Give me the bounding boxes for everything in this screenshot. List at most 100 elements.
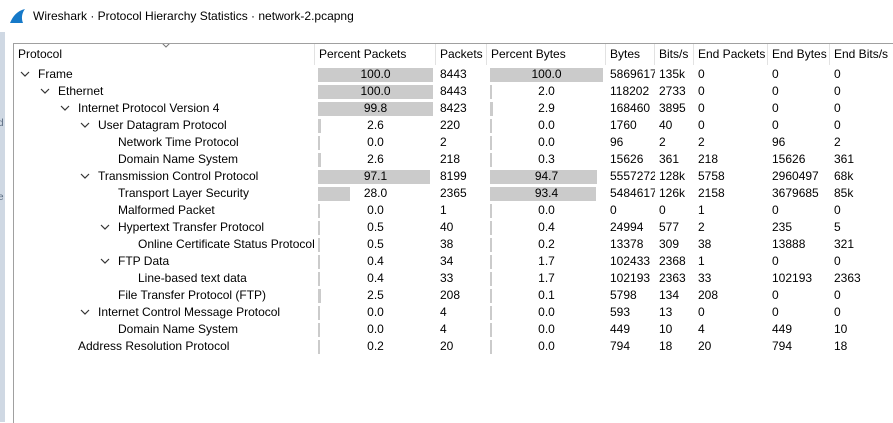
percent-value: 0.0 [538, 305, 555, 319]
chevron-down-icon[interactable] [80, 171, 90, 181]
chevron-down-icon[interactable] [100, 256, 110, 266]
percent-value: 0.5 [367, 220, 384, 234]
cell-protocol: Network Time Protocol [14, 134, 315, 151]
chevron-down-icon[interactable] [20, 69, 30, 79]
cell-bits-s: 135k [659, 67, 686, 81]
title-bar: Wireshark · Protocol Hierarchy Statistic… [0, 0, 893, 32]
percent-packets-bar [318, 255, 320, 269]
table-row[interactable]: File Transfer Protocol (FTP) 2.5 0.1 208 579… [14, 287, 893, 304]
cell-bytes: 5869617 [610, 67, 655, 81]
cell-protocol: Internet Protocol Version 4 [14, 100, 315, 117]
header-col-end-packets[interactable]: End Packets [694, 44, 768, 65]
cell-protocol: Domain Name System [14, 151, 315, 168]
protocol-name: File Transfer Protocol (FTP) [118, 288, 267, 302]
cell-end-bytes: 0 [772, 288, 779, 302]
cell-end-bytes: 0 [772, 101, 779, 115]
cell-packets: 4 [440, 305, 447, 319]
table-row[interactable]: Frame 100.0 100.0 8443 5869617 135k 0 0 0 [14, 66, 893, 83]
wireshark-fin-icon [10, 9, 25, 23]
chevron-down-icon[interactable] [80, 120, 90, 130]
cell-bytes: 24994 [610, 220, 644, 234]
percent-bytes-bar [490, 170, 597, 184]
cell-protocol: Address Resolution Protocol [14, 338, 315, 355]
cell-end-bits-s: 0 [834, 118, 841, 132]
table-row[interactable]: FTP Data 0.4 1.7 34 102433 2368 1 0 0 [14, 253, 893, 270]
protocol-name: Network Time Protocol [118, 135, 239, 149]
cell-percent-bytes: 0.3 [487, 151, 606, 168]
cell-bits-s: 577 [659, 220, 680, 234]
cell-protocol: Transmission Control Protocol [14, 168, 315, 185]
percent-packets-bar [318, 204, 320, 218]
header-col-percent-bytes[interactable]: Percent Bytes [487, 44, 606, 65]
percent-value: 2.6 [367, 152, 384, 166]
table-row[interactable]: Line-based text data 0.4 1.7 33 102193 2363 33… [14, 270, 893, 287]
cell-packets: 8199 [440, 169, 467, 183]
percent-bytes-bar [490, 340, 492, 354]
cell-percent-bytes: 0.0 [487, 338, 606, 355]
window-title: Wireshark · Protocol Hierarchy Statistic… [33, 9, 354, 23]
cell-end-bytes: 3679685 [772, 186, 819, 200]
percent-value: 100.0 [531, 67, 562, 81]
table-row[interactable]: Online Certificate Status Protocol 0.5 0.2… [14, 236, 893, 253]
percent-packets-bar [318, 136, 320, 150]
percent-bytes-bar [490, 204, 492, 218]
cell-percent-bytes: 1.7 [487, 270, 606, 287]
table-row[interactable]: Transmission Control Protocol 97.1 94.7 819… [14, 168, 893, 185]
cell-end-bytes: 0 [772, 254, 779, 268]
cell-end-bits-s: 5 [834, 220, 841, 234]
protocol-name: Internet Protocol Version 4 [78, 101, 220, 115]
header-col-bytes[interactable]: Bytes [606, 44, 655, 65]
table-row[interactable]: Hypertext Transfer Protocol 0.5 0.4 40 24994… [14, 219, 893, 236]
header-col-packets[interactable]: Packets [436, 44, 487, 65]
percent-bytes-bar [490, 68, 603, 82]
cell-end-packets: 2 [698, 220, 705, 234]
header-col-protocol[interactable]: Protocol [14, 44, 315, 65]
chevron-down-icon[interactable] [60, 103, 70, 113]
cell-bytes: 96 [610, 135, 624, 149]
table-row[interactable]: Transport Layer Security 28.0 93.4 2365 5484… [14, 185, 893, 202]
cell-end-bytes: 794 [772, 339, 793, 353]
table-row[interactable]: Domain Name System 2.6 0.3 218 15626 361 218 15… [14, 151, 893, 168]
cell-percent-bytes: 0.4 [487, 219, 606, 236]
cell-protocol: Frame [14, 66, 315, 83]
cell-bits-s: 128k [659, 169, 686, 183]
table-row[interactable]: Network Time Protocol 0.0 0.0 2 96 2 2 96 2 [14, 134, 893, 151]
cell-bytes: 1760 [610, 118, 637, 132]
table-row[interactable]: Domain Name System 0.0 0.0 4 449 10 4 449 10 [14, 321, 893, 338]
cell-end-packets: 208 [698, 288, 719, 302]
table-row[interactable]: Malformed Packet 0.0 0.0 1 0 0 1 0 0 [14, 202, 893, 219]
cell-packets: 2365 [440, 186, 467, 200]
cell-end-bits-s: 85k [834, 186, 854, 200]
chevron-down-icon[interactable] [100, 222, 110, 232]
percent-value: 0.5 [367, 237, 384, 251]
chevron-down-icon[interactable] [40, 86, 50, 96]
cell-end-bytes: 13888 [772, 237, 806, 251]
cell-percent-packets: 0.4 [315, 253, 436, 270]
cell-bits-s: 134 [659, 288, 680, 302]
cell-bytes: 593 [610, 305, 631, 319]
cell-end-bytes: 2960497 [772, 169, 819, 183]
protocol-name: Online Certificate Status Protocol [138, 237, 315, 251]
percent-value: 100.0 [360, 67, 391, 81]
protocol-name: Domain Name System [118, 152, 239, 166]
table-row[interactable]: Internet Protocol Version 4 99.8 2.9 8423 16… [14, 100, 893, 117]
header-col-end-bytes[interactable]: End Bytes [768, 44, 830, 65]
header-col-bits-s[interactable]: Bits/s [655, 44, 694, 65]
percent-packets-bar [318, 340, 320, 354]
table-row[interactable]: Ethernet 100.0 2.0 8443 118202 2733 0 0 0 [14, 83, 893, 100]
cell-end-bits-s: 0 [834, 305, 841, 319]
chevron-down-icon[interactable] [80, 307, 90, 317]
header-col-percent-packets[interactable]: Percent Packets [315, 44, 436, 65]
cell-end-packets: 218 [698, 152, 719, 166]
table-row[interactable]: Address Resolution Protocol 0.2 0.0 20 794 18… [14, 338, 893, 355]
table-row[interactable]: Internet Control Message Protocol 0.0 0.0 4… [14, 304, 893, 321]
protocol-name: Frame [38, 67, 73, 81]
cell-end-packets: 2 [698, 135, 705, 149]
percent-packets-bar [318, 187, 350, 201]
header-col-end-bits-s[interactable]: End Bits/s [830, 44, 893, 65]
percent-value: 93.4 [534, 186, 559, 200]
cell-percent-bytes: 94.7 [487, 168, 606, 185]
cell-bits-s: 126k [659, 186, 686, 200]
percent-bytes-bar [490, 119, 492, 133]
table-row[interactable]: User Datagram Protocol 2.6 0.0 220 1760 40 0 0 0 [14, 117, 893, 134]
